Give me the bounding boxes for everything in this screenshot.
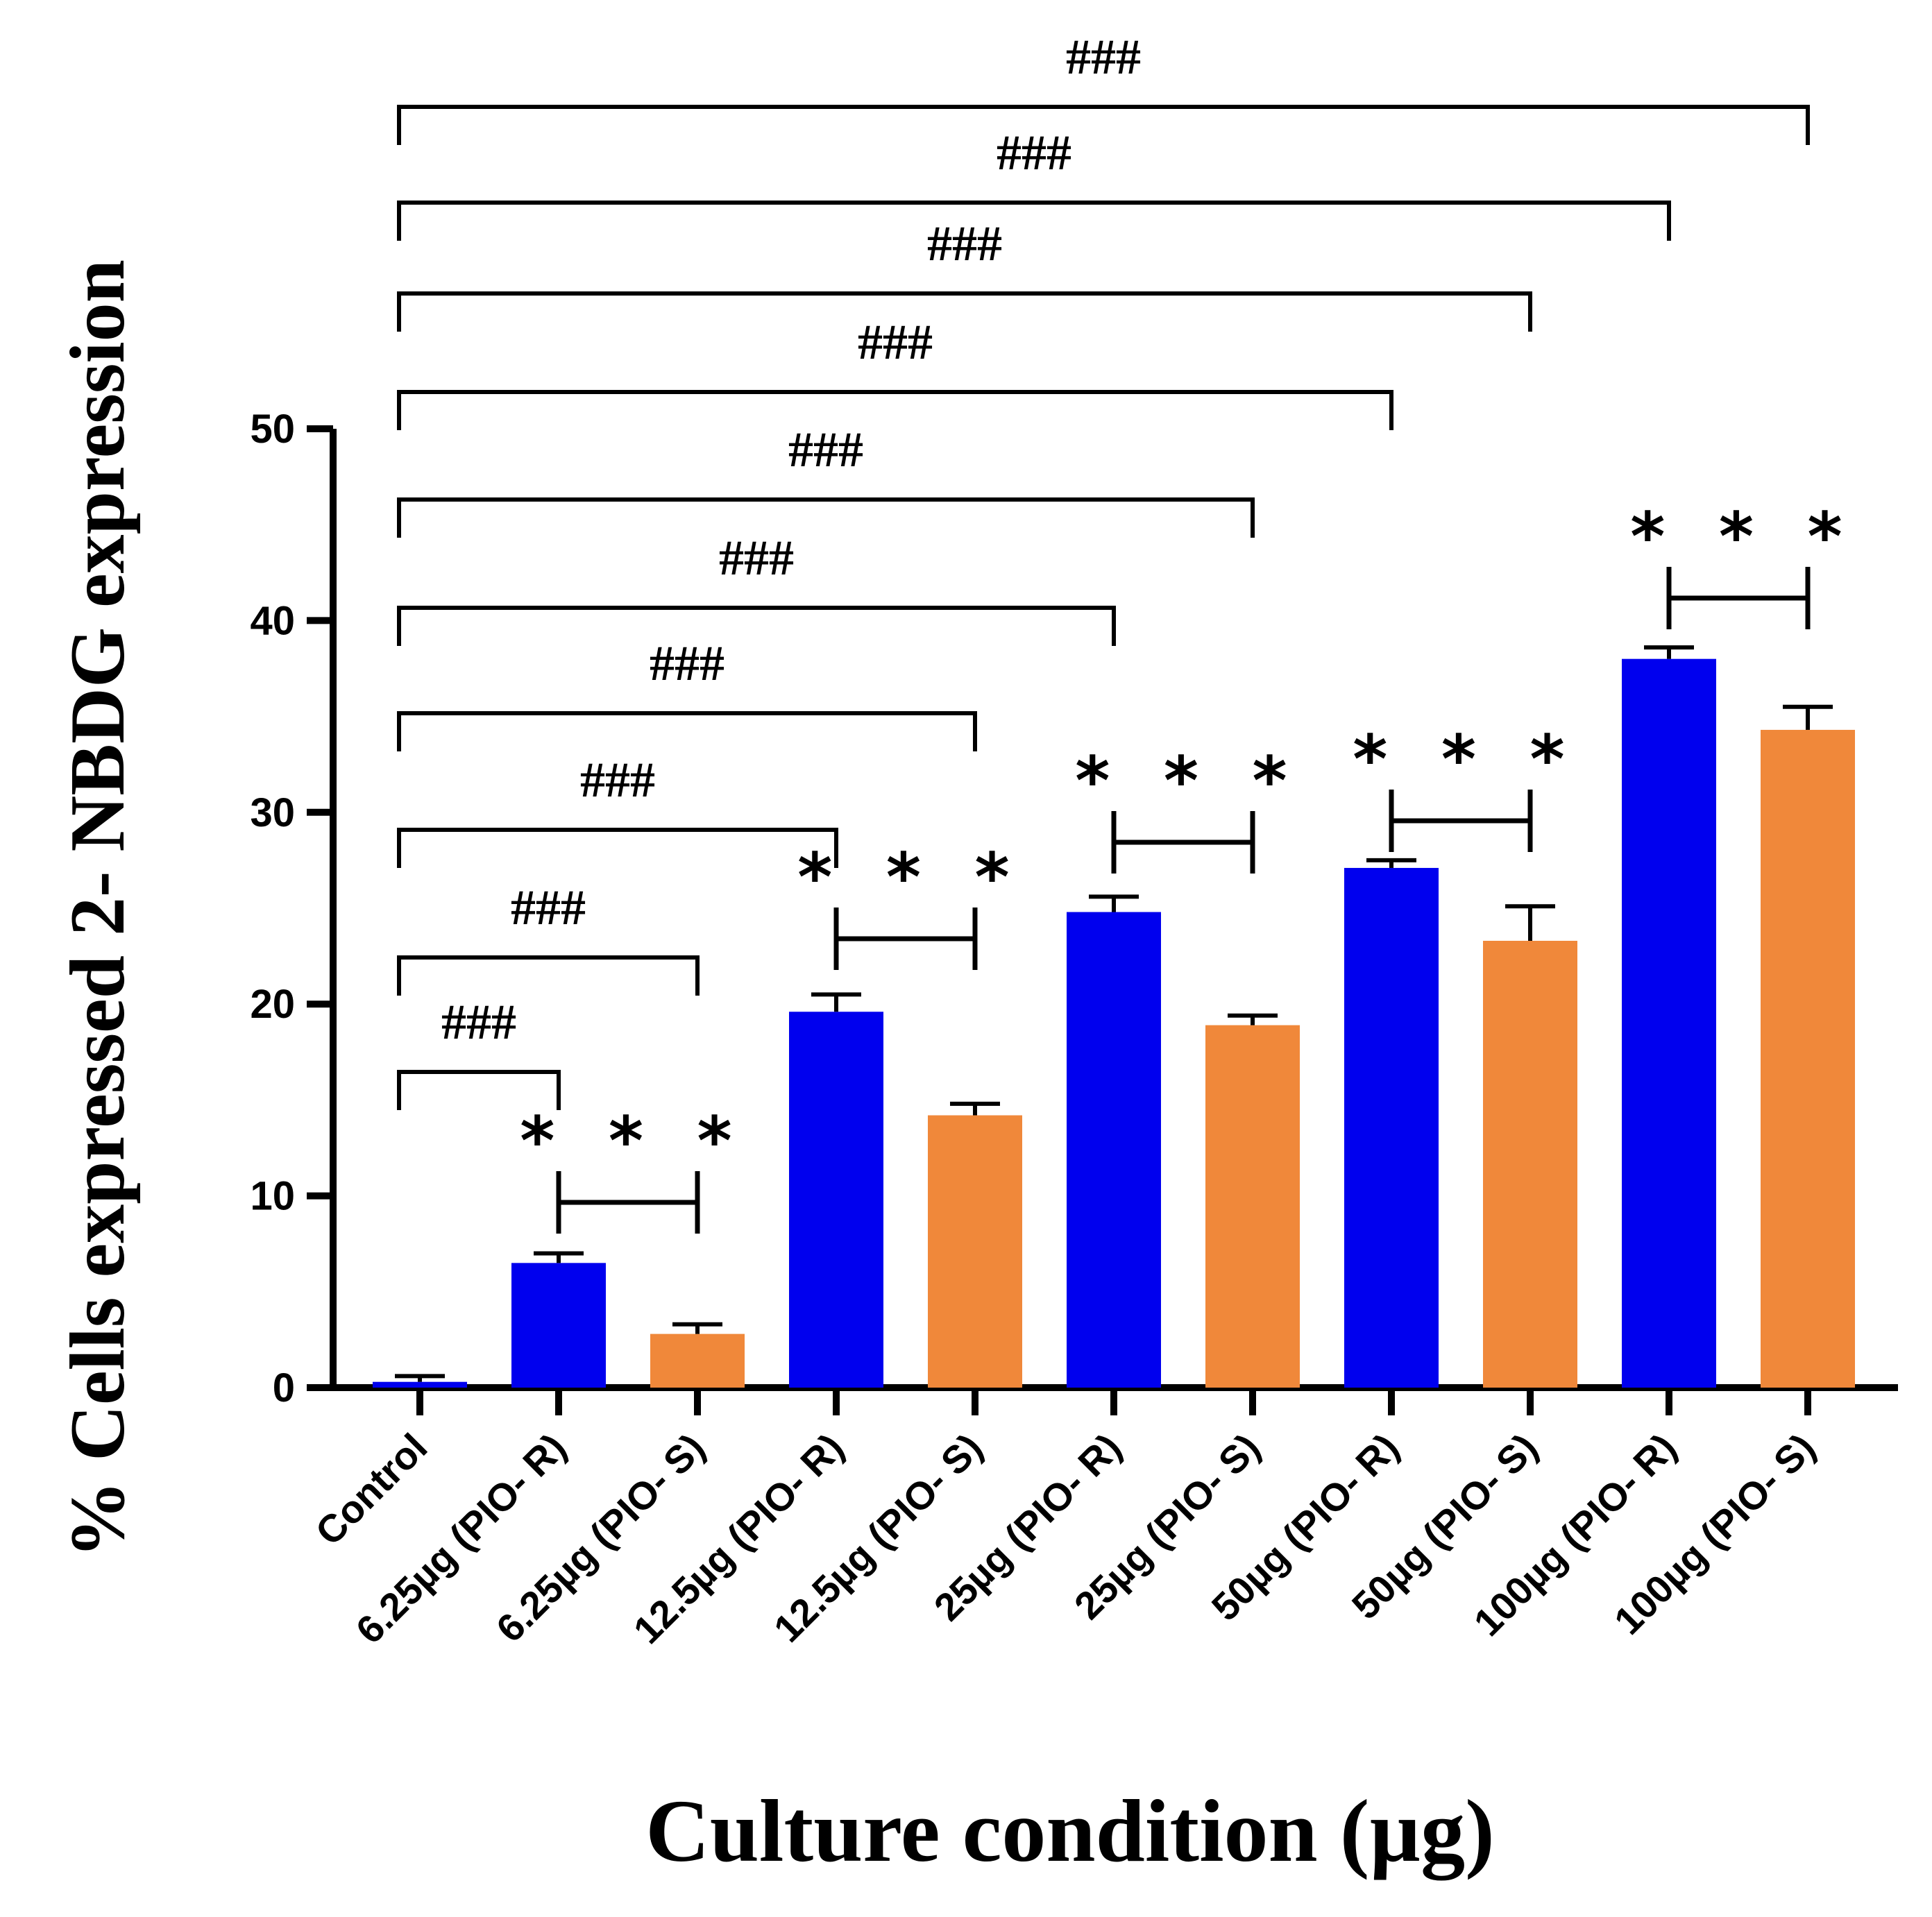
bar: [1344, 867, 1439, 1388]
significance-bracket: ###: [397, 636, 977, 751]
significance-hash-label: ###: [788, 422, 863, 477]
bar: [373, 1381, 467, 1388]
significance-bracket: ###: [397, 994, 561, 1110]
bar: [1205, 1025, 1300, 1388]
y-axis-title: % Cells expressed 2- NBDG expression: [55, 259, 141, 1558]
bracket-line: [397, 1070, 561, 1110]
bracket-line: [397, 291, 1532, 332]
bar: [1067, 912, 1161, 1388]
x-axis-title: Culture condition (µg): [645, 1782, 1494, 1880]
bar: [650, 1334, 745, 1388]
bar: [789, 1012, 883, 1388]
significance-bracket: ###: [397, 125, 1671, 241]
y-tick-label: 30: [250, 790, 295, 835]
bar: [511, 1263, 606, 1388]
significance-hash-label: ###: [511, 880, 586, 935]
significance-hash-label: ###: [997, 125, 1071, 180]
significance-hash-label: ###: [580, 752, 655, 808]
significance-bracket: ###: [397, 29, 1810, 145]
y-tick-label: 50: [250, 407, 295, 452]
bar: [1483, 940, 1577, 1388]
bracket-line: [397, 497, 1255, 538]
significance-bracket: ###: [397, 752, 838, 868]
significance-hash-label: ###: [927, 216, 1002, 271]
significance-hash-label: ###: [441, 994, 516, 1050]
significance-bracket: * * *: [1350, 721, 1572, 852]
bracket-line: [397, 606, 1116, 646]
significance-bracket: * * *: [1628, 498, 1849, 629]
bar: [928, 1115, 1022, 1388]
bracket-line: [397, 390, 1393, 430]
bars: [373, 658, 1855, 1388]
significance-bracket: ###: [397, 880, 700, 996]
significance-hash-label: ###: [1066, 29, 1141, 85]
bracket-line: [397, 711, 977, 751]
significance-star-label: * * *: [1073, 742, 1294, 820]
significance-bracket: ###: [397, 314, 1393, 430]
significance-hash-label: ###: [858, 314, 933, 370]
significance-star-label: * * *: [795, 839, 1017, 917]
bracket-line: [397, 105, 1810, 145]
significance-bracket: ###: [397, 216, 1532, 332]
significance-hash-label: ###: [650, 636, 724, 691]
bracket-line: [397, 955, 700, 996]
bracket-line: [397, 201, 1671, 241]
y-tick-label: 40: [250, 598, 295, 643]
y-tick-label: 20: [250, 982, 295, 1027]
significance-hash-label: ###: [719, 530, 794, 586]
significance-star-label: * * *: [518, 1102, 739, 1180]
y-tick-label: 10: [250, 1174, 295, 1219]
x-tick-label: Control: [307, 1425, 435, 1553]
significance-bracket: ###: [397, 422, 1255, 538]
bracket-line: [397, 828, 838, 868]
significance-bracket: ###: [397, 530, 1116, 646]
significance-bracket: * * *: [518, 1102, 739, 1234]
significance-star-label: * * *: [1350, 721, 1572, 799]
bar: [1761, 729, 1855, 1388]
significance-bracket: * * *: [1073, 742, 1294, 874]
y-axis-title-group: % Cells expressed 2- NBDG expression: [55, 259, 141, 1558]
significance-brackets: ##############################* * ** * *…: [397, 29, 1849, 1234]
y-tick-label: 0: [273, 1365, 295, 1411]
bar: [1622, 658, 1716, 1388]
error-bars: [395, 645, 1833, 1382]
significance-bracket: * * *: [795, 839, 1017, 970]
significance-star-label: * * *: [1628, 498, 1849, 576]
